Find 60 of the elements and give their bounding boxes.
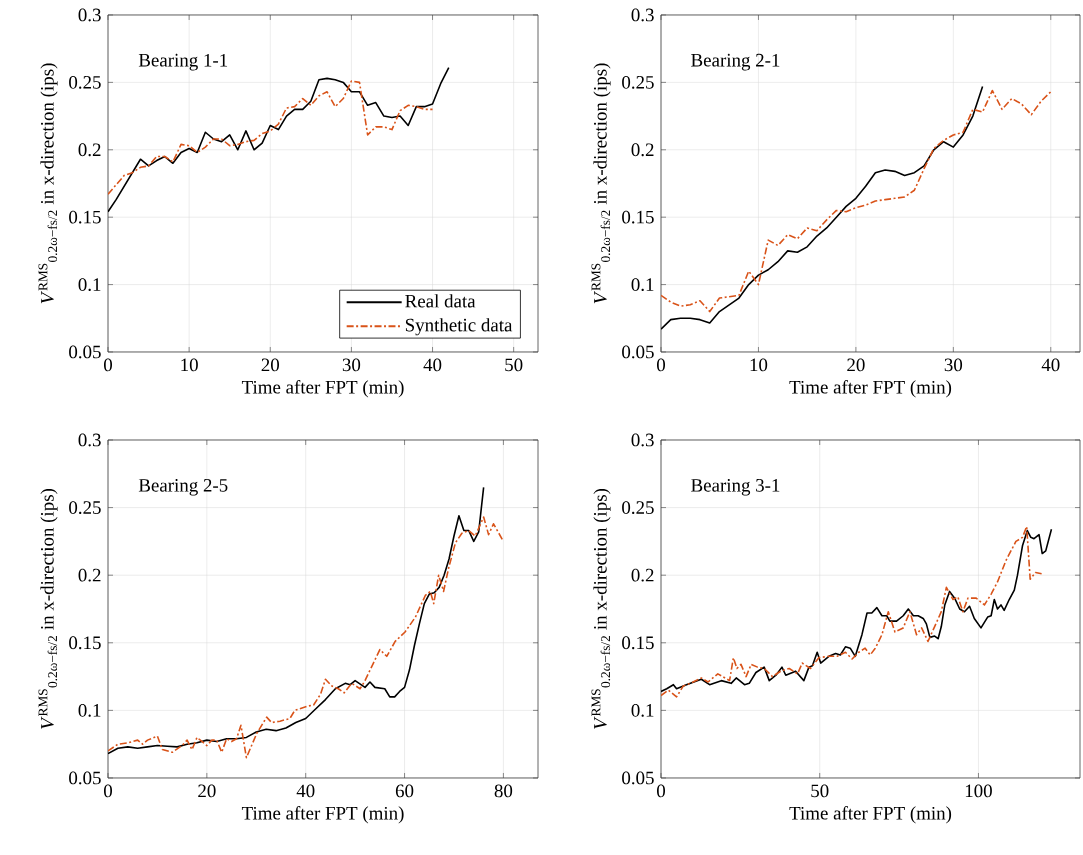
annotation: Bearing 2-5 <box>138 479 228 496</box>
y-tick-label: 0.2 <box>631 568 654 582</box>
y-tick-label: 0.1 <box>78 278 101 292</box>
x-tick-label: 40 <box>423 358 442 372</box>
y-tick-label: 0.05 <box>622 771 654 785</box>
line-series <box>108 516 505 759</box>
y-tick-label: 0.2 <box>78 568 101 582</box>
y-tick-label: 0.3 <box>631 433 654 447</box>
x-tick-label: 60 <box>395 784 414 798</box>
y-tick-label: 0.3 <box>631 8 654 22</box>
legend-label: Real data <box>405 294 476 308</box>
y-tick-label: 0.1 <box>78 703 101 717</box>
y-tick-label: 0.1 <box>631 703 654 717</box>
x-axis-title: Time after FPT (min) <box>789 806 952 824</box>
y-axis-title: V$^{RMS}$$_{0.2ω−fs/2}$ in x-direction (ips) <box>38 488 58 729</box>
x-tick-label: 20 <box>847 358 865 372</box>
x-tick-label: 30 <box>342 358 361 372</box>
y-tick-label: 0.25 <box>69 75 101 89</box>
y-tick-label: 0.2 <box>78 143 101 157</box>
y-tick-label: 0.05 <box>69 345 101 359</box>
annotation: Bearing 2-1 <box>691 53 780 71</box>
y-tick-label: 0.15 <box>69 210 101 224</box>
y-axis-title: V$^{RMS}$$_{0.2ω−fs/2}$ in x-direction (ips) <box>591 63 611 304</box>
y-tick-label: 0.25 <box>69 501 101 515</box>
annotation: Bearing 1-1 <box>138 53 228 71</box>
annotation: Bearing 3-1 <box>691 479 780 496</box>
x-tick-label: 0 <box>657 784 666 798</box>
y-tick-label: 0.15 <box>622 210 654 224</box>
x-tick-label: 50 <box>811 784 829 798</box>
x-tick-label: 100 <box>965 784 992 798</box>
x-tick-label: 40 <box>1041 358 1060 372</box>
y-tick-label: 0.05 <box>622 345 654 359</box>
line-series <box>661 89 1052 313</box>
x-tick-label: 80 <box>494 784 513 798</box>
x-axis-title: Time after FPT (min) <box>241 380 404 398</box>
x-tick-label: 20 <box>261 358 280 372</box>
x-tick-label: 40 <box>296 784 315 798</box>
y-tick-label: 0.25 <box>622 501 654 515</box>
y-tick-label: 0.2 <box>631 143 654 157</box>
y-tick-label: 0.15 <box>69 636 101 650</box>
y-axis-title: V$^{RMS}$$_{0.2ω−fs/2}$ in x-direction (ips) <box>591 488 611 729</box>
line-series <box>661 85 984 330</box>
y-tick-label: 0.1 <box>631 278 654 292</box>
x-tick-label: 50 <box>505 358 523 372</box>
x-tick-label: 30 <box>944 358 963 372</box>
x-tick-label: 0 <box>104 358 113 372</box>
y-tick-label: 0.05 <box>69 771 101 785</box>
x-tick-label: 20 <box>198 784 216 798</box>
x-tick-label: 10 <box>181 358 198 372</box>
x-axis-title: Time after FPT (min) <box>789 380 952 398</box>
legend-label: Synthetic data <box>405 318 513 336</box>
y-tick-label: 0.15 <box>622 636 654 650</box>
y-axis-title: V$^{RMS}$$_{0.2ω−fs/2}$ in x-direction (ips) <box>38 63 58 304</box>
y-tick-label: 0.3 <box>78 8 101 22</box>
y-tick-label: 0.25 <box>622 75 654 89</box>
x-tick-label: 0 <box>657 358 666 372</box>
x-tick-label: 10 <box>750 358 768 372</box>
y-tick-label: 0.3 <box>78 433 101 447</box>
x-tick-label: 0 <box>104 784 113 798</box>
x-axis-title: Time after FPT (min) <box>241 806 404 824</box>
